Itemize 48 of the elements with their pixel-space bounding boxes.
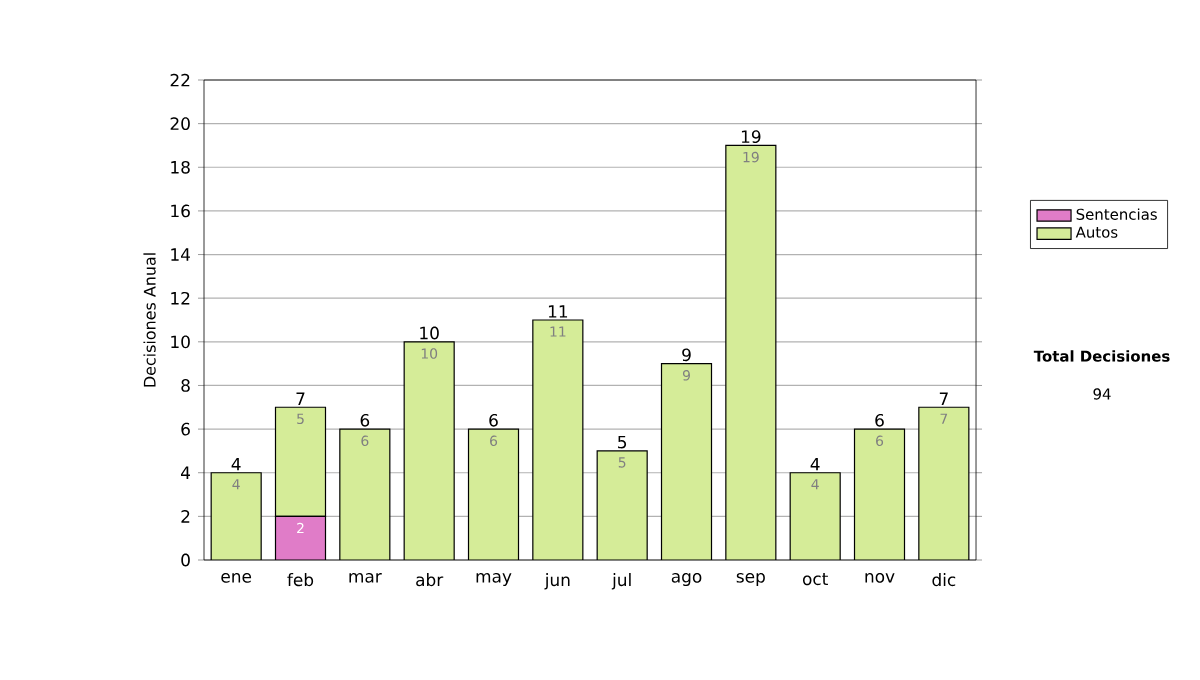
total-label: 7 xyxy=(939,392,948,405)
y-tick-label: 2 xyxy=(181,510,190,523)
bar xyxy=(918,406,970,560)
total-label: 7 xyxy=(296,392,305,405)
bar xyxy=(853,428,906,560)
bar xyxy=(532,319,584,560)
total-label: 5 xyxy=(618,435,627,449)
x-tick-label: jul xyxy=(611,573,631,590)
bar xyxy=(403,341,455,560)
bar xyxy=(467,428,520,560)
x-tick-label: dic xyxy=(932,573,956,587)
y-tick-label: 18 xyxy=(171,160,190,174)
x-tick-label: ene xyxy=(221,573,252,583)
total-label: 6 xyxy=(360,413,370,427)
x-tick-label: ago xyxy=(671,573,702,587)
bar xyxy=(789,472,841,560)
x-tick-label: may xyxy=(476,573,512,587)
y-tick-label: 0 xyxy=(181,553,190,567)
total-label: 19 xyxy=(741,130,761,144)
total-label: 4 xyxy=(231,457,241,471)
x-tick-label: sep xyxy=(736,573,765,587)
bar xyxy=(660,363,713,560)
x-tick-label: nov xyxy=(865,573,895,583)
x-tick-label: oct xyxy=(802,573,828,586)
x-tick-label: abr xyxy=(416,573,444,587)
bar xyxy=(339,428,391,560)
bar xyxy=(211,472,262,560)
y-tick-label: 14 xyxy=(171,248,190,261)
y-tick-label: 12 xyxy=(171,291,190,305)
total-label: 6 xyxy=(489,413,498,427)
x-tick-label: mar xyxy=(349,573,382,583)
bar xyxy=(596,450,648,560)
y-tick-label: 22 xyxy=(170,73,190,87)
total-label: 6 xyxy=(875,413,884,427)
y-tick-label: 6 xyxy=(181,422,190,436)
y-tick-label: 8 xyxy=(181,379,190,392)
total-label: 10 xyxy=(420,326,439,340)
y-tick-label: 10 xyxy=(171,335,190,349)
y-tick-label: 20 xyxy=(170,117,190,131)
y-tick-label: 16 xyxy=(171,204,190,218)
total-label: 4 xyxy=(810,457,820,471)
total-label: 9 xyxy=(682,348,691,362)
total-label: 11 xyxy=(548,305,568,318)
x-tick-label: feb xyxy=(287,573,314,587)
bar xyxy=(274,406,327,517)
y-tick-label: 4 xyxy=(181,466,190,479)
x-tick-label: jun xyxy=(544,573,570,590)
bar xyxy=(725,144,777,560)
